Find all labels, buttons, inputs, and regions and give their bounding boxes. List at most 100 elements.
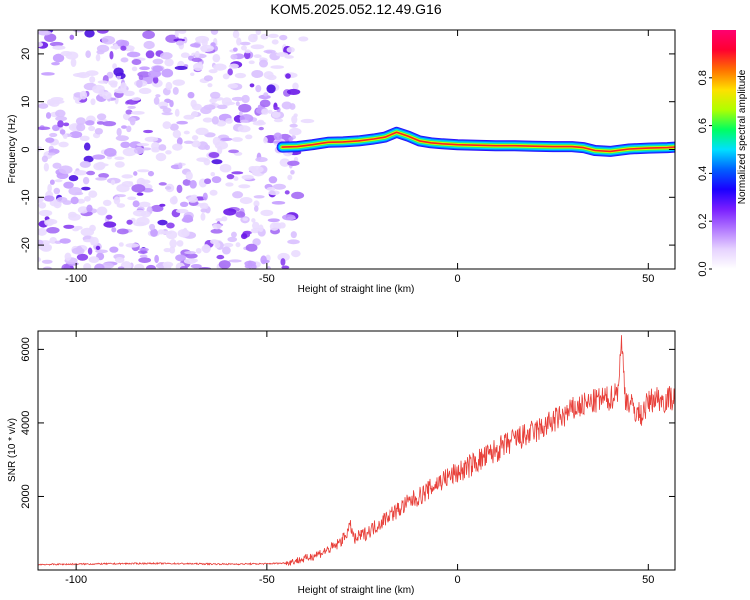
noise-blob	[38, 146, 43, 152]
noise-blob	[109, 50, 114, 60]
noise-blob	[240, 41, 251, 46]
noise-blob	[117, 266, 125, 269]
noise-blob	[174, 108, 180, 117]
snr-ticks: -100 -50 0 50 2000 4000 6000	[20, 331, 675, 586]
spectrogram-xtick-label: 0	[455, 273, 461, 285]
noise-blob	[116, 228, 129, 235]
noise-blob	[243, 51, 251, 60]
noise-blob	[52, 45, 66, 50]
noise-blob	[88, 125, 96, 132]
noise-blob	[118, 242, 124, 247]
noise-blob	[76, 198, 86, 204]
noise-blob	[195, 127, 209, 136]
noise-blob	[212, 136, 221, 146]
noise-blob	[232, 191, 244, 199]
noise-blob	[38, 103, 49, 109]
snr-ytick-label: 4000	[20, 411, 32, 435]
noise-blob	[143, 40, 155, 50]
noise-blob	[92, 154, 106, 160]
noise-blob	[83, 155, 94, 163]
noise-blob	[122, 113, 130, 121]
noise-blob	[235, 101, 240, 107]
noise-blob	[151, 141, 160, 151]
snr-xtick-label: -100	[65, 574, 87, 586]
noise-blob	[290, 169, 295, 175]
noise-blob	[269, 222, 280, 231]
noise-blob	[287, 239, 300, 245]
noise-blob	[238, 184, 251, 189]
snr-ytick-label: 6000	[20, 337, 32, 361]
noise-blob	[210, 171, 216, 177]
noise-blob	[41, 72, 55, 76]
noise-blob	[166, 222, 175, 229]
noise-blob	[171, 195, 178, 204]
noise-blob	[231, 171, 244, 175]
noise-blob	[191, 135, 199, 141]
noise-blob	[248, 33, 258, 43]
noise-blob	[154, 254, 159, 264]
snr-xtick-label: 0	[455, 574, 461, 586]
noise-blob	[120, 141, 131, 149]
noise-blob	[191, 57, 203, 63]
noise-blob	[255, 157, 268, 163]
noise-blob	[90, 98, 96, 106]
noise-blob	[111, 227, 117, 233]
noise-blob	[158, 144, 167, 151]
noise-blob	[291, 191, 305, 200]
noise-blob	[287, 160, 300, 166]
noise-blob	[55, 116, 68, 122]
noise-blob	[175, 40, 184, 46]
noise-blob	[268, 109, 273, 114]
noise-blob	[250, 165, 264, 174]
noise-blob	[157, 219, 168, 226]
noise-blob	[208, 152, 220, 159]
spectrogram-ytick-label: 10	[20, 96, 32, 108]
noise-blob	[298, 36, 309, 42]
noise-blob	[278, 222, 286, 229]
colorbar-tick-label: 0.8	[697, 70, 709, 85]
noise-blob	[176, 120, 188, 125]
noise-blob	[251, 221, 260, 230]
noise-blob	[90, 236, 95, 246]
spectrogram-xlabel: Height of straight line (km)	[298, 284, 415, 295]
noise-blob	[233, 176, 239, 181]
noise-blob	[231, 137, 243, 142]
noise-blob	[249, 83, 255, 88]
noise-blob	[84, 30, 95, 38]
noise-blob	[260, 255, 267, 265]
noise-blob	[239, 196, 253, 205]
noise-blob	[284, 55, 294, 59]
noise-blob	[131, 58, 142, 66]
noise-blob	[241, 94, 250, 104]
noise-blob	[60, 51, 73, 57]
noise-blob	[169, 246, 176, 254]
noise-blob	[182, 179, 192, 186]
noise-blob	[245, 134, 253, 140]
noise-blob	[266, 187, 276, 191]
noise-blob	[96, 113, 107, 121]
noise-blob	[182, 227, 188, 236]
noise-blob	[165, 183, 175, 193]
noise-blob	[64, 252, 72, 261]
noise-blob	[270, 65, 285, 69]
noise-blob	[209, 189, 218, 196]
noise-blob	[62, 133, 68, 139]
noise-blob	[160, 52, 173, 60]
noise-blob	[281, 101, 293, 110]
noise-blob	[185, 171, 193, 181]
noise-blob	[173, 38, 186, 42]
noise-blob	[82, 176, 90, 185]
noise-blob	[204, 178, 212, 185]
noise-blob	[148, 223, 156, 231]
noise-blob	[163, 247, 171, 253]
noise-blob	[202, 117, 213, 123]
noise-blob	[238, 103, 252, 113]
colorbar-tick-label: 0.2	[697, 214, 709, 229]
noise-blob	[286, 46, 295, 53]
noise-blob	[195, 247, 202, 254]
colorbar-gradient	[712, 30, 736, 269]
noise-blob	[134, 263, 145, 269]
noise-blob	[89, 76, 96, 83]
